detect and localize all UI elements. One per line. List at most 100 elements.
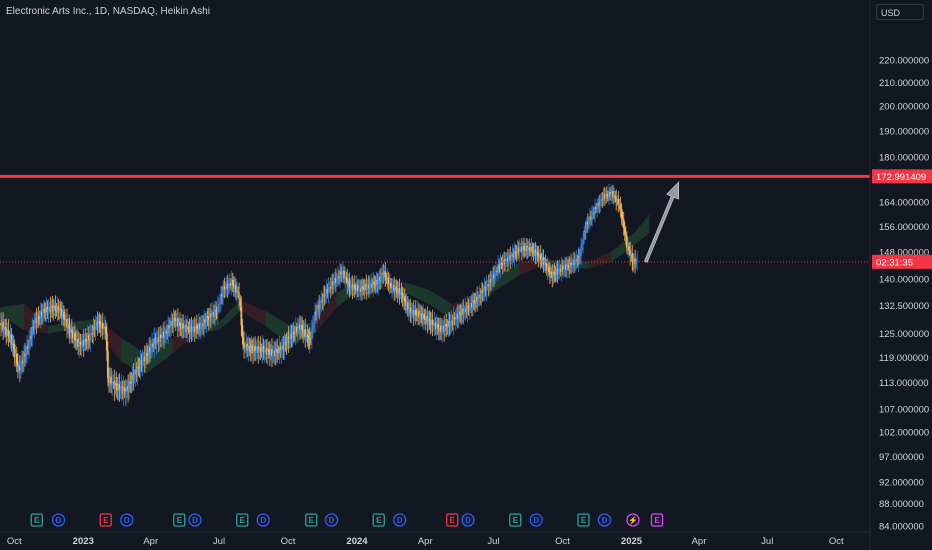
candle-body: [235, 285, 237, 293]
candle-body: [72, 332, 74, 338]
candle-body: [189, 326, 192, 332]
candle-body: [590, 216, 592, 220]
candle-body: [63, 312, 65, 320]
candle-body: [612, 191, 614, 198]
candle-body: [18, 366, 21, 371]
candle-body: [511, 253, 514, 257]
candle-body: [465, 307, 468, 313]
candle-body: [222, 290, 224, 297]
candle-body: [540, 259, 543, 261]
candle-body: [19, 363, 22, 371]
candle-body: [520, 247, 523, 252]
candle-body: [344, 276, 347, 279]
candle-body: [395, 287, 398, 291]
event-marker-label: E: [654, 516, 660, 525]
y-tick-label: 125.000000: [879, 329, 929, 340]
candle-body: [417, 310, 419, 316]
candle-body: [328, 286, 331, 288]
candle-body: [281, 345, 284, 350]
price-axis[interactable]: 220.000000 210.000000 200.000000 190.000000…: [869, 0, 932, 550]
candle-body: [108, 378, 110, 383]
candle-body: [531, 246, 534, 252]
x-tick-label: Apr: [418, 536, 433, 547]
candle-body: [533, 249, 536, 253]
candle-body: [163, 331, 165, 338]
candle-body: [52, 308, 55, 311]
candle-body: [508, 255, 511, 257]
candle-body: [297, 328, 299, 332]
candle-body: [82, 340, 85, 346]
event-markers[interactable]: E D E D E D E D E D E D E D E D E D ⚡ E: [30, 513, 664, 527]
candle-body: [484, 286, 487, 291]
candle-body: [475, 296, 477, 303]
candle-body: [545, 263, 548, 271]
cloud-segment: [588, 251, 612, 269]
candle-body: [158, 334, 161, 342]
candle-body: [231, 279, 234, 285]
candle-body: [83, 339, 86, 346]
event-marker-label: D: [329, 516, 335, 525]
candle-body: [224, 289, 227, 291]
candle-body: [121, 386, 124, 394]
candle-body: [90, 333, 93, 335]
candle-body: [481, 290, 484, 294]
candle-body: [619, 204, 622, 209]
candle-body: [460, 313, 462, 316]
candle-body: [444, 324, 447, 331]
candle-body: [134, 369, 137, 375]
event-marker-label: D: [397, 516, 403, 525]
candle-body: [326, 288, 329, 294]
time-axis[interactable]: Oct 2023 Apr Jul Oct 2024 Apr Jul Oct 2025 Apr Jul O…: [0, 531, 870, 547]
candle-body: [126, 386, 128, 392]
candle-body: [499, 262, 502, 269]
candle-body: [447, 321, 450, 328]
candle-body: [237, 291, 239, 293]
candle-body: [578, 256, 580, 258]
candle-body: [471, 303, 473, 308]
candle-body: [474, 302, 476, 304]
split-marker: [626, 513, 640, 527]
candle-body: [111, 382, 114, 385]
candle-body: [295, 327, 298, 332]
candle-body: [243, 342, 245, 348]
candle-body: [598, 202, 601, 206]
event-marker-label: E: [450, 516, 456, 525]
candle-body: [118, 383, 121, 391]
candle-body: [99, 323, 102, 328]
candle-body: [606, 194, 608, 196]
candle-body: [55, 308, 58, 312]
candle-body: [536, 252, 539, 255]
candle-body: [369, 284, 371, 289]
candle-body: [230, 279, 233, 286]
candle-body: [273, 350, 275, 354]
candle-body: [182, 323, 185, 330]
candle-body: [419, 313, 421, 318]
candle-body: [292, 331, 295, 333]
candle-body: [596, 207, 599, 210]
currency-selector[interactable]: USD: [876, 4, 924, 20]
candle-body: [341, 273, 343, 275]
candle-body: [204, 319, 207, 323]
candle-body: [219, 303, 221, 305]
candle-body: [489, 279, 492, 283]
candle-body: [255, 350, 258, 352]
candle-body: [136, 366, 139, 375]
chart-title: Electronic Arts Inc., 1D, NASDAQ, Heikin…: [6, 6, 210, 17]
candle-body: [94, 325, 97, 331]
candle-body: [512, 253, 515, 258]
event-marker-label: E: [34, 516, 40, 525]
candle-body: [5, 328, 8, 335]
candle-body: [382, 272, 385, 275]
cloud-segment: [611, 232, 635, 262]
candle-body: [177, 318, 179, 327]
candle-body: [17, 366, 20, 368]
candle-body: [528, 247, 531, 249]
candle-body: [608, 191, 610, 197]
candle-body: [26, 345, 28, 353]
candle-body: [274, 350, 276, 357]
cloud-segment: [219, 300, 241, 330]
candle-body: [546, 266, 549, 271]
candle-body: [577, 256, 580, 263]
cloud-segment: [634, 214, 650, 246]
